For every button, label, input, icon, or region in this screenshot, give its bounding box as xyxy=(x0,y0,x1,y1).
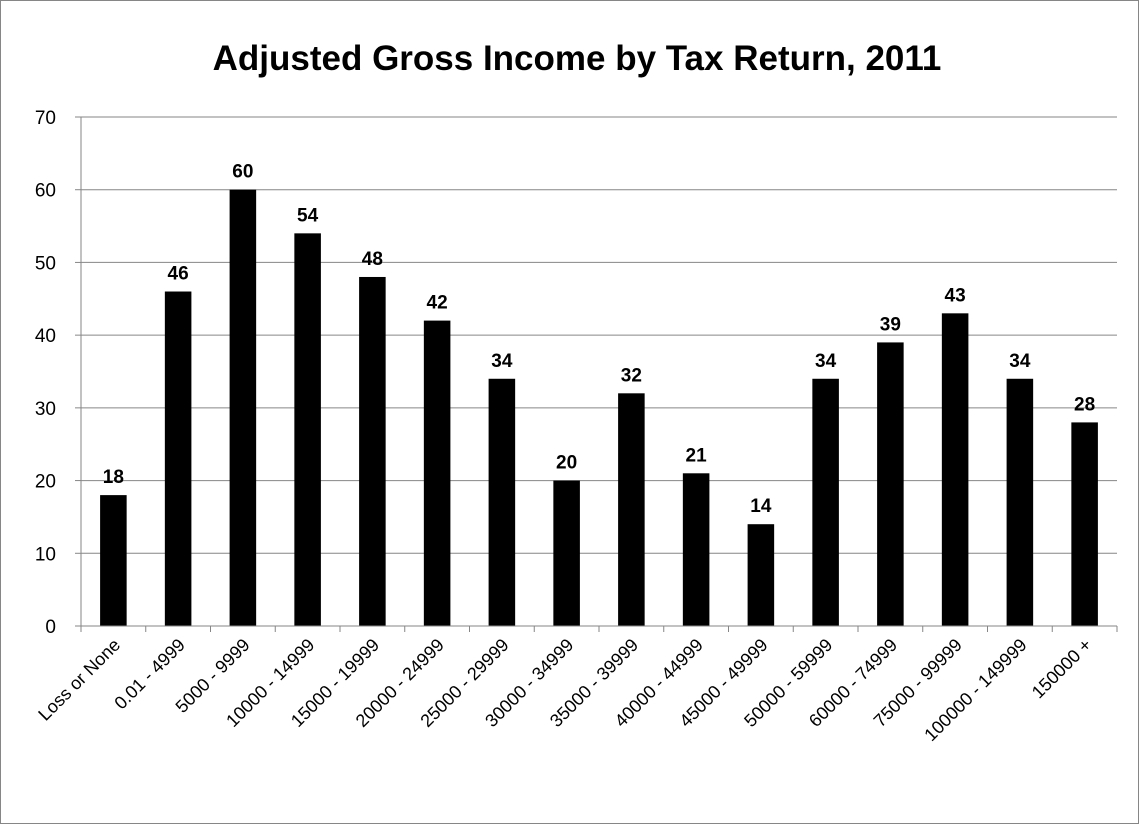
bar xyxy=(294,233,321,627)
y-tick-label: 10 xyxy=(35,544,56,565)
y-tick-label: 40 xyxy=(35,326,56,347)
data-label: 39 xyxy=(880,314,901,335)
bar xyxy=(359,276,386,626)
data-label: 32 xyxy=(621,365,642,386)
bar xyxy=(682,473,710,626)
bar xyxy=(877,342,904,626)
y-tick-label: 50 xyxy=(35,253,56,274)
chart-title: Adjusted Gross Income by Tax Return, 201… xyxy=(213,39,942,78)
data-label: 34 xyxy=(815,351,837,372)
data-label: 34 xyxy=(1009,351,1031,372)
bar xyxy=(618,393,645,626)
data-label: 46 xyxy=(168,264,189,285)
data-label: 60 xyxy=(232,162,253,183)
y-tick-label: 70 xyxy=(35,108,56,129)
data-label: 42 xyxy=(427,293,448,314)
data-label: 43 xyxy=(945,285,966,306)
data-label: 21 xyxy=(686,445,708,466)
bars xyxy=(100,189,1098,627)
bar xyxy=(941,313,969,626)
bar xyxy=(488,378,516,626)
bar xyxy=(164,291,192,626)
bar xyxy=(1071,422,1098,626)
data-labels: 18 46 60 54 48 42 34 20 32 21 14 34 39 43 34 28 xyxy=(103,162,1095,517)
bar xyxy=(229,189,257,626)
bar xyxy=(100,495,127,626)
data-label: 34 xyxy=(491,351,513,372)
bar xyxy=(1006,378,1034,626)
data-label: 54 xyxy=(297,205,319,226)
bar xyxy=(812,378,839,626)
data-label: 48 xyxy=(362,249,383,270)
x-category-label: 150000 + xyxy=(1028,635,1096,703)
y-tick-label: 60 xyxy=(35,181,56,202)
x-category-label: Loss or None xyxy=(34,635,124,725)
y-axis-ticks: 0 10 20 30 40 50 60 70 xyxy=(35,108,56,638)
bar xyxy=(553,480,580,626)
bar xyxy=(747,524,775,626)
data-label: 18 xyxy=(103,467,124,488)
data-label: 14 xyxy=(750,496,772,517)
data-label: 20 xyxy=(556,453,577,474)
axes xyxy=(75,116,1118,632)
y-tick-label: 0 xyxy=(45,617,56,638)
bar xyxy=(423,320,451,626)
y-tick-label: 20 xyxy=(35,472,56,493)
data-label: 28 xyxy=(1074,394,1095,415)
y-tick-label: 30 xyxy=(35,399,56,420)
